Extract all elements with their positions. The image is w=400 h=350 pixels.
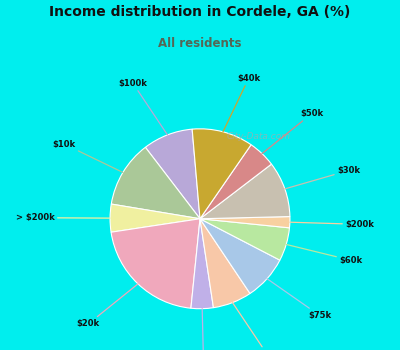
Wedge shape [145,129,200,219]
Text: $30k: $30k [285,166,360,189]
Wedge shape [200,219,280,294]
Text: $60k: $60k [286,244,362,265]
Wedge shape [200,164,290,219]
Wedge shape [200,217,290,228]
Text: All residents: All residents [158,37,242,50]
Text: $40k: $40k [223,74,260,132]
Text: $200k: $200k [290,220,374,229]
Text: $150k: $150k [232,303,282,350]
Wedge shape [200,145,272,219]
Text: Income distribution in Cordele, GA (%): Income distribution in Cordele, GA (%) [49,5,351,19]
Wedge shape [200,219,250,308]
Wedge shape [111,147,200,219]
Wedge shape [200,219,290,260]
Text: $10k: $10k [52,140,123,173]
Text: $125k: $125k [189,309,218,350]
Text: > $200k: > $200k [16,213,110,222]
Text: $100k: $100k [119,79,168,135]
Text: $50k: $50k [262,109,323,154]
Text: $75k: $75k [267,279,331,320]
Wedge shape [191,219,214,309]
Wedge shape [110,204,200,232]
Wedge shape [192,129,251,219]
Wedge shape [111,219,200,308]
Text: City-Data.com: City-Data.com [227,133,291,141]
Text: $20k: $20k [77,284,138,328]
